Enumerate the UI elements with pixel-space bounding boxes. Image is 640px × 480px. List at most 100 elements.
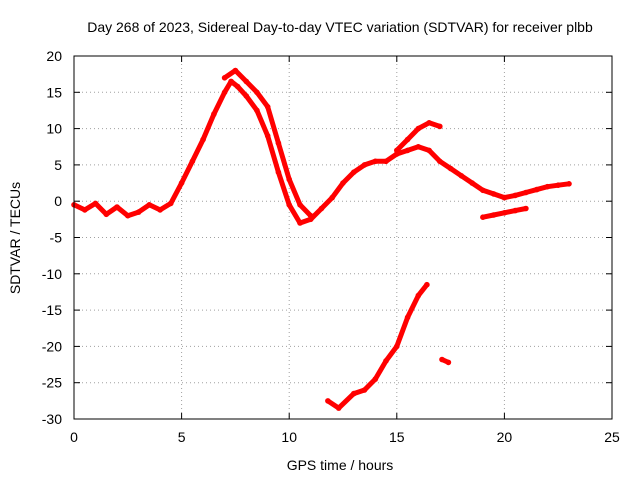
y-axis-title: SDTVAR / TECUs xyxy=(7,182,23,294)
chart-title: Day 268 of 2023, Sidereal Day-to-day VTE… xyxy=(87,19,593,35)
data-point xyxy=(221,75,228,81)
data-point xyxy=(490,212,497,218)
data-point xyxy=(426,147,432,154)
data-point xyxy=(372,376,379,382)
y-tick-label: -5 xyxy=(50,230,63,246)
x-tick-label: 0 xyxy=(70,429,78,445)
sdtvar-secondary-peak xyxy=(394,120,443,154)
data-point xyxy=(415,125,422,132)
data-point xyxy=(146,202,153,208)
data-point xyxy=(275,169,282,175)
sdtvar-main-track xyxy=(71,78,572,226)
data-point xyxy=(286,202,293,208)
data-point xyxy=(445,359,452,366)
data-point xyxy=(415,144,422,150)
data-point xyxy=(447,165,454,172)
x-tick-label: 10 xyxy=(281,429,297,445)
sdtvar-main-track-line xyxy=(71,78,572,226)
data-point xyxy=(264,133,271,139)
data-point xyxy=(383,358,389,364)
data-point xyxy=(523,189,529,196)
data-point xyxy=(82,207,88,213)
y-tick-label: -15 xyxy=(42,302,62,318)
data-point xyxy=(243,93,249,99)
data-point xyxy=(437,123,443,130)
data-point xyxy=(404,147,411,154)
data-point xyxy=(243,78,249,85)
x-axis-title: GPS time / hours xyxy=(287,457,394,473)
x-tick-label: 5 xyxy=(178,429,186,445)
data-point xyxy=(340,180,346,186)
data-point xyxy=(168,200,174,207)
data-point xyxy=(329,194,336,201)
data-point xyxy=(394,343,400,350)
data-point xyxy=(372,158,379,165)
data-point xyxy=(426,120,432,126)
data-point xyxy=(351,390,357,397)
sdtvar-negative-branch xyxy=(325,281,430,411)
data-point xyxy=(92,200,99,207)
data-point xyxy=(125,212,131,219)
data-point xyxy=(424,281,430,288)
data-layer xyxy=(71,67,572,411)
sdtvar-negative-branch-line xyxy=(325,282,430,411)
y-tick-label: -25 xyxy=(42,375,62,391)
data-point xyxy=(458,173,465,179)
data-point xyxy=(228,78,234,85)
data-point xyxy=(178,180,185,186)
data-point xyxy=(211,111,217,117)
data-point xyxy=(501,194,508,201)
data-point xyxy=(437,158,443,165)
x-tick-label: 20 xyxy=(497,429,513,445)
data-point xyxy=(232,67,239,74)
y-tick-label: -10 xyxy=(42,266,62,282)
sdtvar-upper-branch xyxy=(221,67,314,219)
data-point xyxy=(103,211,110,218)
y-tick-label: -30 xyxy=(42,411,62,427)
y-tick-label: 20 xyxy=(46,48,62,64)
sdtvar-lower-segment xyxy=(480,205,529,220)
grid xyxy=(74,56,612,419)
data-point xyxy=(439,356,445,363)
data-point xyxy=(361,162,368,168)
data-point xyxy=(361,387,368,393)
y-tick-label: 5 xyxy=(54,157,62,173)
y-tick-label: 10 xyxy=(46,121,62,137)
data-point xyxy=(335,405,342,411)
data-point xyxy=(490,191,497,197)
data-point xyxy=(512,207,518,214)
data-point xyxy=(135,209,142,215)
data-point xyxy=(254,89,260,96)
x-tick-label: 15 xyxy=(389,429,405,445)
y-tick-label: 15 xyxy=(46,84,62,100)
data-point xyxy=(351,169,357,175)
data-point xyxy=(318,205,325,212)
data-point xyxy=(566,181,572,187)
y-tick-label: -20 xyxy=(42,338,62,354)
data-point xyxy=(415,292,422,299)
data-point xyxy=(297,202,303,208)
data-point xyxy=(264,104,271,110)
data-point xyxy=(555,182,561,188)
data-point xyxy=(275,140,282,146)
data-point xyxy=(480,187,486,194)
data-point xyxy=(234,83,241,90)
data-point xyxy=(394,147,400,154)
data-point xyxy=(533,186,540,193)
data-point xyxy=(221,89,228,96)
x-tick-label: 25 xyxy=(604,429,620,445)
data-point xyxy=(254,107,260,114)
y-tick-label: 0 xyxy=(54,193,62,209)
data-point xyxy=(307,212,314,219)
data-point xyxy=(114,204,120,210)
ticks: 0 5 10 15 20 25 -30 -25 -20 -15 -10 -5 0 5 10 15 20 xyxy=(42,48,620,445)
data-point xyxy=(523,205,529,212)
data-point xyxy=(469,180,475,186)
data-point xyxy=(157,207,163,213)
data-point xyxy=(512,192,518,199)
data-point xyxy=(189,158,196,165)
data-point xyxy=(501,210,508,216)
data-point xyxy=(544,183,551,190)
